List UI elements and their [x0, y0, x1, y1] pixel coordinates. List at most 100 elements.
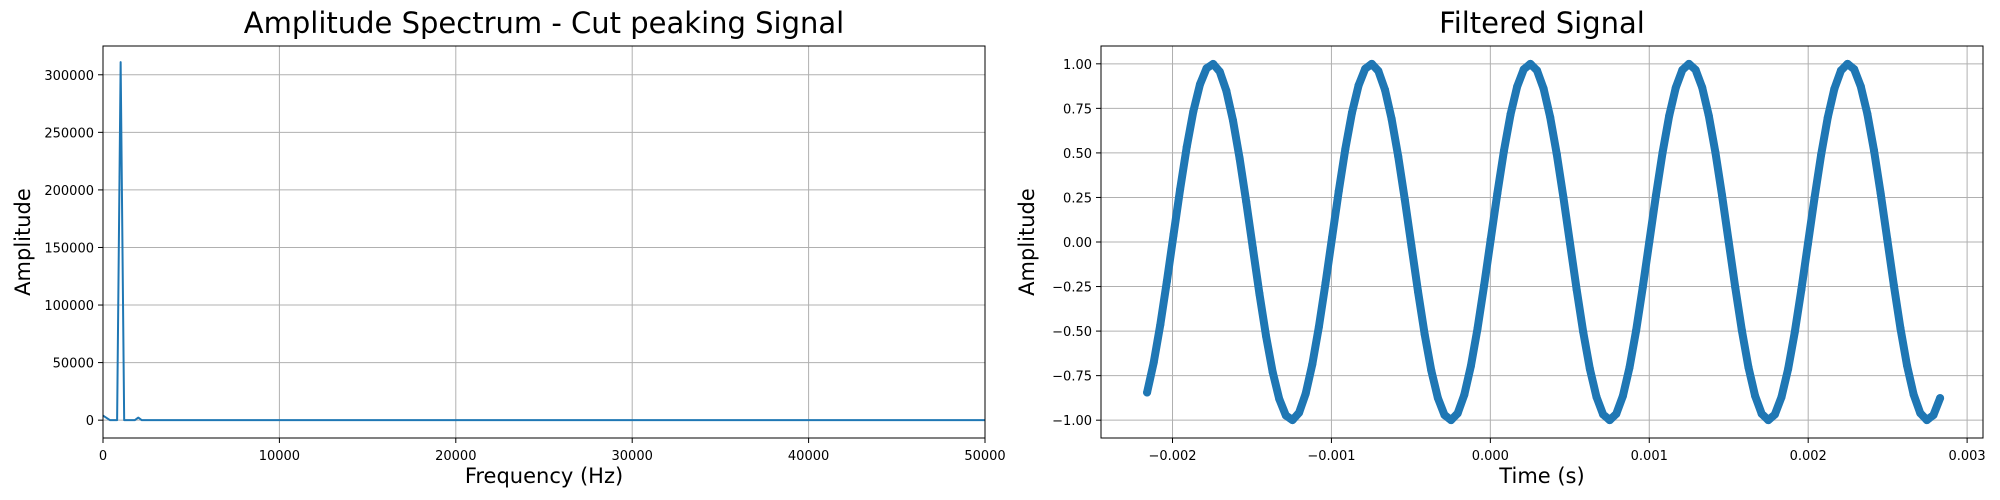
filtered-data-point-62 — [1552, 150, 1561, 159]
filtered-data-point-116 — [1909, 390, 1918, 399]
filtered-data-point-101 — [1810, 193, 1819, 202]
filtered-y-tick-label-4: 0.00 — [1063, 236, 1092, 251]
filtered-y-ticks: −1.00 −0.75 −0.50 −0.25 0.00 0.25 0.50 0.75 1.00 — [1052, 58, 1101, 429]
filtered-y-tick-label-3: −0.25 — [1052, 281, 1092, 296]
filtered-data-point-82 — [1684, 59, 1693, 68]
filtered-x-axis-label: Time (s) — [1498, 464, 1584, 488]
filtered-data-point-86 — [1711, 148, 1720, 157]
spectrum-x-tick-label-0: 0 — [99, 449, 107, 464]
filtered-data-point-80 — [1671, 83, 1680, 92]
filtered-data-point-12 — [1222, 86, 1231, 95]
filtered-data-point-27 — [1321, 279, 1330, 288]
filtered-x-tick-label-2: 0.000 — [1472, 449, 1509, 464]
filtered-data-point-20 — [1275, 395, 1284, 404]
spectrum-x-tick-label-4: 40000 — [788, 449, 829, 464]
filtered-data-point-81 — [1678, 65, 1687, 74]
filtered-data-point-42 — [1420, 330, 1429, 339]
filtered-x-tick-label-5: 0.003 — [1948, 449, 1985, 464]
filtered-data-point-88 — [1724, 237, 1733, 246]
filtered-data-point-33 — [1361, 64, 1370, 73]
filtered-data-point-9 — [1202, 64, 1211, 73]
filtered-chart-title: Filtered Signal — [1439, 6, 1645, 40]
filtered-data-point-47 — [1453, 409, 1462, 418]
filtered-data-point-5 — [1176, 185, 1185, 194]
filtered-data-point-64 — [1566, 239, 1575, 248]
filtered-data-point-71 — [1612, 409, 1621, 418]
filtered-data-point-35 — [1374, 67, 1383, 76]
filtered-data-point-99 — [1797, 285, 1806, 294]
filtered-data-point-48 — [1460, 390, 1469, 399]
filtered-data-point-113 — [1889, 281, 1898, 290]
spectrum-x-tick-label-2: 20000 — [435, 449, 476, 464]
filtered-data-point-74 — [1632, 326, 1641, 335]
filtered-data-point-52 — [1486, 235, 1495, 244]
filtered-data-point-26 — [1314, 322, 1323, 331]
filtered-data-point-95 — [1770, 410, 1779, 419]
filtered-data-point-79 — [1665, 111, 1674, 120]
filtered-data-point-45 — [1440, 410, 1449, 419]
filtered-data-point-90 — [1737, 326, 1746, 335]
filtered-data-point-115 — [1903, 361, 1912, 370]
filtered-data-point-69 — [1599, 410, 1608, 419]
filtered-data-point-120 — [1936, 394, 1945, 403]
filtered-data-point-28 — [1328, 233, 1337, 242]
filtered-y-axis-label: Amplitude — [1015, 188, 1039, 296]
spectrum-x-ticks: 0 10000 20000 30000 40000 50000 — [99, 438, 1006, 464]
filtered-data-point-29 — [1334, 187, 1343, 196]
filtered-data-point-85 — [1704, 111, 1713, 120]
spectrum-y-tick-label-2: 100000 — [44, 299, 94, 314]
filtered-data-point-1 — [1149, 358, 1158, 367]
filtered-data-point-31 — [1347, 108, 1356, 117]
filtered-data-point-110 — [1870, 146, 1879, 155]
filtered-data-point-37 — [1387, 114, 1396, 123]
filtered-x-tick-label-3: 0.001 — [1631, 449, 1668, 464]
filtered-series-points — [1143, 59, 1945, 425]
filtered-y-tick-label-2: −0.50 — [1052, 325, 1092, 340]
filtered-data-point-51 — [1480, 281, 1489, 290]
filtered-data-point-4 — [1169, 230, 1178, 239]
filtered-data-point-46 — [1447, 416, 1456, 425]
filtered-data-point-75 — [1638, 283, 1647, 292]
filtered-data-point-100 — [1803, 239, 1812, 248]
filtered-x-tick-label-1: −0.001 — [1307, 449, 1355, 464]
filtered-data-point-41 — [1414, 287, 1423, 296]
filtered-y-tick-label-5: 0.25 — [1063, 191, 1092, 206]
filtered-data-point-114 — [1896, 324, 1905, 333]
filtered-data-point-107 — [1850, 65, 1859, 74]
filtered-data-point-16 — [1248, 243, 1257, 252]
filtered-data-point-112 — [1883, 235, 1892, 244]
filtered-data-point-70 — [1605, 416, 1614, 425]
filtered-data-point-76 — [1645, 237, 1654, 246]
filtered-data-point-55 — [1506, 110, 1515, 119]
filtered-y-tick-label-1: −0.75 — [1052, 370, 1092, 385]
filtered-data-point-98 — [1790, 328, 1799, 337]
filtered-data-point-14 — [1235, 154, 1244, 163]
filtered-data-point-40 — [1407, 241, 1416, 250]
filtered-data-point-6 — [1182, 143, 1191, 151]
filtered-x-tick-label-4: 0.002 — [1790, 449, 1827, 464]
spectrum-x-axis-label: Frequency (Hz) — [465, 464, 623, 488]
filtered-data-point-8 — [1195, 80, 1204, 89]
filtered-data-point-13 — [1229, 116, 1237, 125]
filtered-data-point-65 — [1572, 285, 1581, 294]
filtered-y-tick-label-6: 0.50 — [1063, 147, 1092, 162]
filtered-data-point-58 — [1526, 59, 1535, 68]
filtered-data-point-66 — [1579, 328, 1588, 337]
filtered-data-point-24 — [1301, 389, 1310, 398]
filtered-data-point-91 — [1744, 363, 1753, 372]
filtered-data-point-36 — [1380, 85, 1389, 94]
filtered-data-point-73 — [1625, 363, 1634, 372]
filtered-data-point-61 — [1546, 113, 1555, 122]
spectrum-grid — [102, 46, 986, 438]
filtered-data-point-87 — [1718, 191, 1727, 200]
filtered-data-point-94 — [1764, 416, 1773, 425]
filtered-y-tick-label-8: 1.00 — [1063, 58, 1092, 73]
filtered-data-point-60 — [1539, 84, 1548, 93]
filtered-data-point-38 — [1394, 152, 1403, 161]
filtered-data-point-11 — [1215, 67, 1224, 76]
filtered-data-point-30 — [1341, 144, 1350, 153]
spectrum-y-ticks: 0 50000 100000 150000 200000 250000 300000 — [44, 69, 103, 429]
spectrum-y-tick-label-4: 200000 — [44, 184, 94, 199]
filtered-data-point-118 — [1922, 416, 1931, 425]
filtered-data-point-23 — [1295, 408, 1304, 417]
